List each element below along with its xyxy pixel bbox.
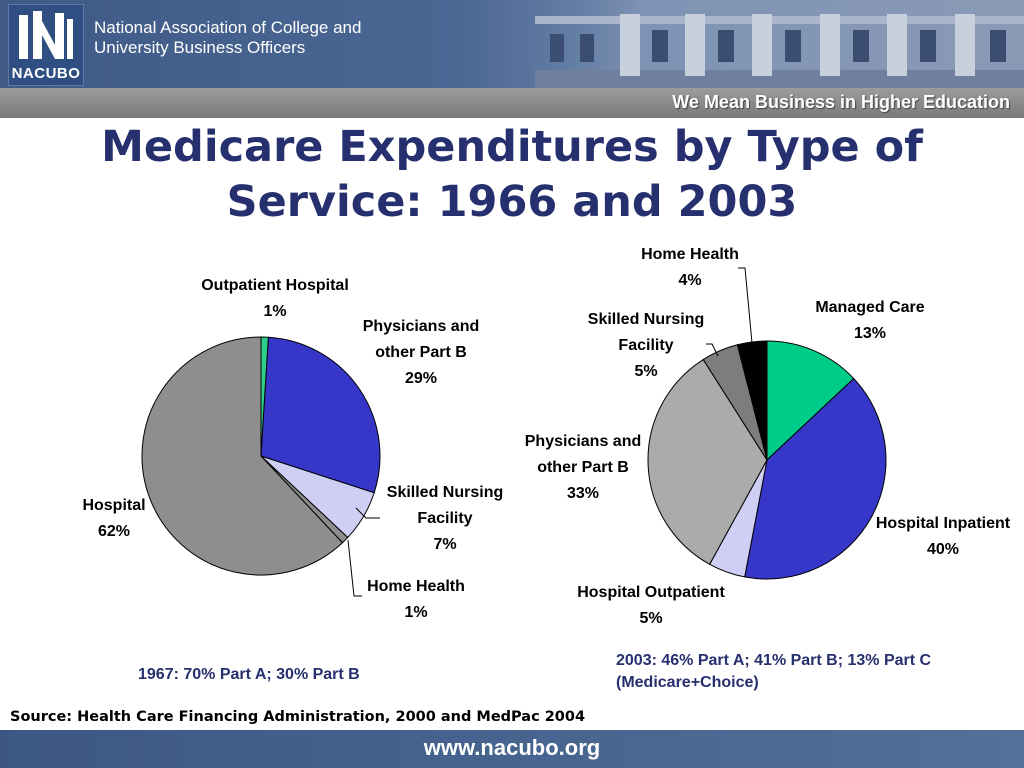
slice-label-line: Facility (618, 337, 673, 354)
slice-label-line: other Part B (375, 344, 467, 361)
slice-label-line: Physicians and (525, 433, 642, 450)
chart-note-2003: 2003: 46% Part A; 41% Part B; 13% Part C… (616, 650, 931, 694)
pie-slice-hospital-inpatient (744, 377, 887, 580)
slice-label-hospital: Hospital 62% (82, 497, 145, 540)
slice-percent: 5% (634, 363, 657, 380)
logo-text: NACUBO (11, 65, 81, 82)
pie-slice-physicians-and-other-part-b (647, 358, 768, 565)
slice-label-skilled-nursing-facility: Skilled Nursing Facility 5% (588, 311, 704, 380)
leader-line-skilled-nursing-facility (706, 343, 719, 357)
slice-percent: 13% (854, 325, 886, 342)
slice-percent: 5% (639, 610, 662, 627)
slice-label-line: Physicians and (363, 318, 480, 335)
slice-label-line: Home Health (367, 578, 465, 595)
title-line-2: Service: 1966 and 2003 (226, 177, 798, 227)
leader-line-home-health (738, 267, 753, 344)
title-line-1: Medicare Expenditures by Type of (101, 122, 923, 172)
footer-bar: www.nacubo.org (0, 730, 1024, 768)
footer-url[interactable]: www.nacubo.org (423, 735, 601, 760)
header-banner: NACUBO National Association of College a… (0, 0, 1024, 88)
org-name-line-2: University Business Officers (94, 38, 306, 57)
slice-label-line: Facility (417, 510, 472, 527)
pie-chart-2003: Managed Care 13%Hospital Inpatient 40%Hosp… (525, 246, 1011, 627)
nacubo-logo[interactable]: NACUBO (8, 4, 84, 86)
org-name-line-1: National Association of College and (94, 18, 362, 37)
tagline: We Mean Business in Higher Education (672, 92, 1010, 112)
slice-percent: 33% (567, 485, 599, 502)
slice-percent: 29% (405, 370, 437, 387)
slice-percent: 40% (927, 541, 959, 558)
source-citation: Source: Health Care Financing Administra… (10, 709, 586, 725)
slide-title: Medicare Expenditures by Type of Service… (0, 120, 1024, 230)
tagline-bar: We Mean Business in Higher Education (0, 88, 1024, 118)
slice-label-skilled-nursing-facility: Skilled Nursing Facility 7% (387, 484, 503, 553)
chart-note-1967: 1967: 70% Part A; 30% Part B (138, 666, 360, 683)
slice-label-outpatient-hospital: Outpatient Hospital 1% (201, 277, 349, 320)
slice-label-line: other Part B (537, 459, 629, 476)
slice-label-home-health: Home Health 4% (641, 246, 739, 289)
pie-slice-managed-care (766, 340, 855, 462)
chart-note-2003-line-2: (Medicare+Choice) (616, 674, 759, 691)
slice-label-home-health: Home Health 1% (367, 578, 465, 621)
slice-label-physicians-and-other-part-b: Physicians and other Part B 33% (525, 433, 642, 502)
leader-line-skilled-nursing-facility (355, 507, 380, 519)
pie-slice-physicians-and-other-part-b (260, 336, 381, 494)
slice-label-line: Managed Care (815, 299, 924, 316)
slice-label-line: Hospital Outpatient (577, 584, 725, 601)
logo-mark-icon (19, 11, 73, 59)
slice-label-line: Skilled Nursing (387, 484, 503, 501)
slice-percent: 1% (263, 303, 286, 320)
pie-chart-1966: Outpatient Hospital 1% Physicians and other… (82, 277, 503, 621)
slice-label-line: Home Health (641, 246, 739, 263)
pie-slice-hospital (141, 336, 344, 576)
leader-line-home-health (347, 539, 362, 597)
slice-percent: 62% (98, 523, 130, 540)
slice-label-line: Hospital (82, 497, 145, 514)
slice-percent: 1% (404, 604, 427, 621)
slice-label-line: Skilled Nursing (588, 311, 704, 328)
organization-name: National Association of College and Univ… (94, 18, 394, 58)
slice-label-hospital-outpatient: Hospital Outpatient 5% (577, 584, 725, 627)
building-photo (515, 0, 1024, 88)
chart-note-2003-line-1: 2003: 46% Part A; 41% Part B; 13% Part C (616, 652, 932, 669)
slice-percent: 4% (678, 272, 701, 289)
slice-label-line: Hospital Inpatient (876, 515, 1011, 532)
pie-charts: Outpatient Hospital 1% Physicians and other… (82, 246, 1011, 627)
slice-label-hospital-inpatient: Hospital Inpatient 40% (876, 515, 1011, 558)
slice-label-managed-care: Managed Care 13% (815, 299, 924, 342)
slice-label-physicians-and-other-part-b: Physicians and other Part B 29% (363, 318, 480, 387)
slice-percent: 7% (433, 536, 456, 553)
slice-label-line: Outpatient Hospital (201, 277, 349, 294)
